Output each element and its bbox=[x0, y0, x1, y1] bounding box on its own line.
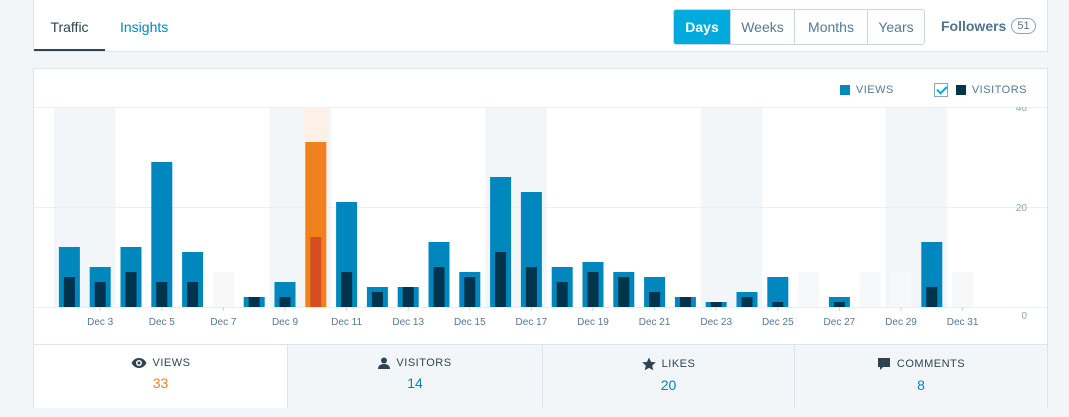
legend-visitors-label: VISITORS bbox=[971, 84, 1027, 96]
visitors-bar bbox=[525, 267, 537, 307]
x-tick-label: Dec 27 bbox=[824, 317, 856, 328]
comment-icon bbox=[877, 358, 890, 370]
x-tick-label: Dec 7 bbox=[210, 317, 237, 328]
visitors-bar bbox=[556, 282, 568, 307]
chart-legend: VIEWS VISITORS bbox=[839, 83, 1027, 97]
x-tick-label: Dec 23 bbox=[700, 317, 732, 328]
eye-icon bbox=[131, 358, 147, 368]
empty-bar bbox=[798, 272, 820, 307]
chart-panel: VIEWS VISITORS 0 20 40 Dec 3 Dec 5 Dec 7 Dec 9… bbox=[33, 68, 1048, 408]
period-weeks-button[interactable]: Weeks bbox=[730, 10, 794, 44]
visitors-bar bbox=[649, 292, 661, 307]
summary-comments-value: 8 bbox=[917, 377, 925, 393]
x-tick-label: Dec 15 bbox=[454, 317, 486, 328]
summary-visitors-value: 14 bbox=[407, 375, 423, 391]
visitors-bar bbox=[125, 272, 137, 307]
x-tick-label: Dec 5 bbox=[149, 317, 176, 328]
visitors-bar bbox=[618, 277, 630, 307]
visitors-bar bbox=[926, 287, 938, 307]
followers-count-badge: 51 bbox=[1011, 18, 1036, 34]
summary-likes-label: LIKES bbox=[661, 358, 696, 370]
summary-views-value: 33 bbox=[152, 375, 169, 391]
person-icon bbox=[378, 357, 391, 369]
visitors-bar bbox=[402, 287, 414, 307]
visitors-bar bbox=[94, 282, 106, 307]
visitors-bar bbox=[279, 297, 291, 307]
visitors-bar bbox=[341, 272, 353, 307]
visitors-checkbox[interactable] bbox=[933, 83, 948, 97]
visitors-swatch bbox=[955, 85, 966, 95]
y-tick-label: 20 bbox=[1016, 203, 1028, 214]
legend-views-label: VIEWS bbox=[855, 84, 894, 96]
followers-label: Followers bbox=[941, 18, 1007, 34]
visitors-bar bbox=[371, 292, 383, 307]
x-tick-label: Dec 11 bbox=[331, 317, 362, 328]
summary-tab-visitors[interactable]: VISITORS 14 bbox=[287, 345, 542, 408]
x-tick-label: Dec 9 bbox=[272, 317, 299, 328]
visitors-bar bbox=[495, 252, 507, 307]
summary-tab-comments[interactable]: COMMENTS 8 bbox=[794, 345, 1047, 408]
summary-tab-views[interactable]: VIEWS 33 bbox=[34, 345, 287, 408]
x-tick-label: Dec 21 bbox=[639, 317, 671, 328]
period-days-button[interactable]: Days bbox=[674, 10, 730, 44]
x-tick-label: Dec 25 bbox=[762, 317, 794, 328]
followers-link[interactable]: Followers 51 bbox=[941, 18, 1036, 34]
legend-visitors: VISITORS bbox=[955, 84, 1027, 96]
period-selector: Days Weeks Months Years bbox=[673, 9, 925, 45]
x-tick-label: Dec 19 bbox=[577, 317, 609, 328]
period-months-button[interactable]: Months bbox=[794, 10, 867, 44]
stats-bar-chart: 0 20 40 Dec 3 Dec 5 Dec 7 Dec 9 Dec 11 Dec 13 Dec… bbox=[34, 107, 1047, 328]
empty-bar bbox=[890, 272, 912, 307]
tab-traffic[interactable]: Traffic bbox=[34, 0, 105, 51]
x-tick-label: Dec 13 bbox=[392, 317, 424, 328]
visitors-bar bbox=[248, 297, 260, 307]
visitors-bar bbox=[679, 297, 691, 307]
x-tick-label: Dec 29 bbox=[885, 317, 917, 328]
visitors-bar bbox=[464, 277, 476, 307]
visitors-bar bbox=[187, 282, 199, 307]
stats-nav-bar: Traffic Insights Days Weeks Months Years… bbox=[33, 0, 1048, 52]
summary-tab-likes[interactable]: LIKES 20 bbox=[542, 345, 794, 408]
x-tick-label: Dec 17 bbox=[516, 317, 548, 328]
tab-insights[interactable]: Insights bbox=[120, 19, 169, 35]
summary-likes-value: 20 bbox=[660, 377, 677, 393]
period-years-button[interactable]: Years bbox=[867, 10, 924, 44]
visitors-bar bbox=[833, 302, 845, 307]
views-swatch bbox=[839, 85, 850, 95]
visitors-bar bbox=[772, 302, 784, 307]
empty-bar bbox=[212, 272, 234, 307]
summary-visitors-label: VISITORS bbox=[396, 357, 452, 369]
legend-views: VIEWS bbox=[839, 84, 894, 96]
empty-bar bbox=[952, 272, 974, 307]
views-bar bbox=[767, 277, 789, 307]
visitors-bar bbox=[587, 272, 599, 307]
y-tick-label: 0 bbox=[1021, 311, 1027, 322]
visitors-bar bbox=[63, 277, 75, 307]
summary-views-label: VIEWS bbox=[152, 357, 191, 369]
visitors-bar bbox=[433, 267, 445, 307]
visitors-bar bbox=[710, 302, 722, 307]
x-tick-label: Dec 3 bbox=[87, 317, 114, 328]
visitors-bar bbox=[156, 282, 168, 307]
summary-comments-label: COMMENTS bbox=[896, 358, 966, 370]
empty-bar bbox=[859, 272, 881, 307]
y-tick-label: 40 bbox=[1016, 107, 1028, 114]
summary-tabs: VIEWS 33 VISITORS 14 LIKES 20 COMMENTS 8 bbox=[34, 344, 1047, 408]
visitors-bar bbox=[741, 297, 753, 307]
visitors-bar bbox=[310, 237, 322, 307]
star-icon bbox=[641, 357, 656, 371]
views-bar bbox=[151, 162, 173, 307]
x-tick-label: Dec 31 bbox=[947, 317, 979, 328]
